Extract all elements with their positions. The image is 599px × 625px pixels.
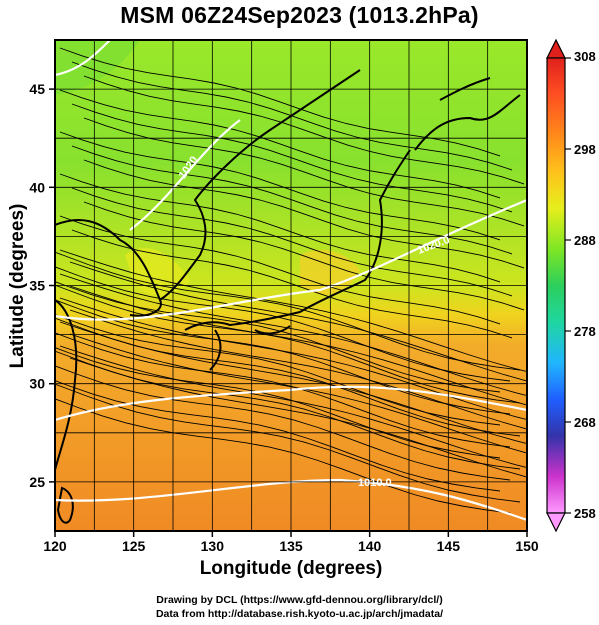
streamline — [55, 398, 511, 514]
streamline — [55, 380, 501, 492]
colorbar-scale — [546, 57, 566, 514]
streamline — [55, 281, 501, 393]
colorbar-tick-label: 288 — [574, 233, 596, 248]
x-axis-ticks: 120 125 130 135 140 145 150 — [43, 531, 539, 554]
streamline — [55, 251, 521, 371]
colorbar-tick-label: 278 — [574, 324, 596, 339]
colorbar-tick-label: 298 — [574, 142, 596, 157]
streamline — [59, 273, 527, 397]
streamline — [59, 249, 527, 373]
x-tick-label: 135 — [279, 538, 303, 554]
x-tick-label: 145 — [437, 538, 461, 554]
colorbar-tick-label: 308 — [574, 49, 596, 64]
streamline — [55, 284, 521, 404]
streamline — [55, 383, 521, 503]
y-tick-label: 25 — [29, 474, 45, 490]
x-tick-label: 125 — [122, 538, 146, 554]
y-tick-label: 45 — [29, 81, 45, 97]
streamline — [71, 145, 513, 255]
streamline — [55, 314, 501, 426]
streamline — [71, 187, 513, 297]
y-tick-label: 35 — [29, 278, 45, 294]
colorbar-tick-label: 268 — [574, 415, 596, 430]
streamline — [83, 117, 525, 227]
colorbar-bottom-arrow — [546, 512, 566, 533]
streamline — [55, 365, 511, 481]
streamline — [59, 345, 527, 469]
streamline — [55, 350, 521, 470]
colorbar: 308 298 288 278 268 258 — [546, 38, 596, 533]
streamline — [55, 317, 521, 437]
y-tick-label: 30 — [29, 376, 45, 392]
colorbar-top-arrow — [546, 38, 566, 59]
streamline — [69, 261, 527, 382]
x-tick-label: 120 — [43, 538, 67, 554]
y-tick-label: 40 — [29, 179, 45, 195]
coastlines — [55, 69, 521, 524]
y-axis-ticks: 25 30 35 40 45 — [29, 81, 55, 490]
x-tick-label: 150 — [515, 538, 539, 554]
lat-lon-grid — [55, 40, 527, 531]
colorbar-ticks: 308 298 288 278 268 258 — [565, 49, 596, 521]
x-tick-label: 140 — [358, 538, 382, 554]
credit-data-source: Data from http://database.rish.kyoto-u.a… — [155, 608, 444, 620]
isobars — [55, 40, 527, 522]
contour-label-1010-south: 1010.0 — [358, 477, 392, 489]
streamline — [71, 103, 513, 213]
x-axis-label: Longitude (degrees) — [199, 558, 383, 579]
streamline — [83, 201, 525, 311]
streamline — [59, 297, 527, 421]
streamline — [83, 75, 525, 185]
wind-streamlines — [55, 47, 527, 514]
map-title: MSM 06Z24Sep2023 (1013.2hPa) — [120, 2, 479, 28]
streamline — [71, 229, 513, 339]
colorbar-tick-label: 258 — [574, 506, 596, 521]
streamline — [69, 333, 527, 454]
x-tick-label: 130 — [201, 538, 225, 554]
streamline — [83, 159, 525, 269]
y-axis-label: Latitude (degrees) — [7, 203, 28, 369]
streamline — [69, 357, 527, 478]
credit-drawing: Drawing by DCL (https://www.gfd-dennou.o… — [156, 594, 443, 606]
streamline — [55, 266, 511, 382]
